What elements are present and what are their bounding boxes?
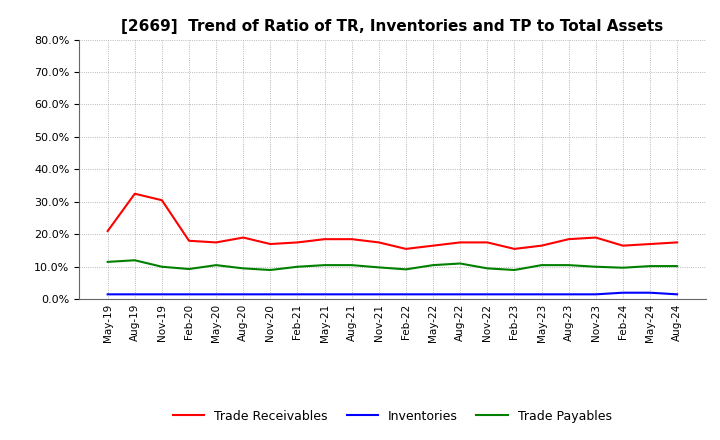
Inventories (510, 292, 518, 297)
Trade Payables (402, 267, 410, 272)
Trade Payables (564, 263, 573, 268)
Trade Receivables (618, 243, 627, 248)
Trade Payables (239, 266, 248, 271)
Trade Receivables (130, 191, 139, 196)
Inventories (320, 292, 329, 297)
Inventories (402, 292, 410, 297)
Trade Receivables (672, 240, 681, 245)
Inventories (428, 292, 437, 297)
Trade Payables (618, 265, 627, 270)
Trade Receivables (564, 237, 573, 242)
Inventories (483, 292, 492, 297)
Trade Receivables (456, 240, 464, 245)
Trade Receivables (428, 243, 437, 248)
Trade Payables (510, 268, 518, 273)
Inventories (591, 292, 600, 297)
Trade Payables (428, 263, 437, 268)
Trade Receivables (402, 246, 410, 252)
Title: [2669]  Trend of Ratio of TR, Inventories and TP to Total Assets: [2669] Trend of Ratio of TR, Inventories… (121, 19, 664, 34)
Trade Receivables (510, 246, 518, 252)
Trade Payables (591, 264, 600, 269)
Trade Payables (130, 258, 139, 263)
Line: Inventories: Inventories (108, 293, 677, 294)
Inventories (266, 292, 275, 297)
Inventories (104, 292, 112, 297)
Inventories (374, 292, 383, 297)
Trade Receivables (348, 237, 356, 242)
Trade Receivables (293, 240, 302, 245)
Trade Receivables (483, 240, 492, 245)
Inventories (618, 290, 627, 295)
Line: Trade Receivables: Trade Receivables (108, 194, 677, 249)
Inventories (564, 292, 573, 297)
Inventories (158, 292, 166, 297)
Trade Payables (185, 266, 194, 271)
Inventories (646, 290, 654, 295)
Trade Payables (672, 264, 681, 269)
Trade Receivables (266, 242, 275, 247)
Trade Receivables (104, 228, 112, 234)
Trade Receivables (537, 243, 546, 248)
Inventories (293, 292, 302, 297)
Trade Receivables (374, 240, 383, 245)
Trade Receivables (320, 237, 329, 242)
Trade Receivables (646, 242, 654, 247)
Line: Trade Payables: Trade Payables (108, 260, 677, 270)
Trade Receivables (239, 235, 248, 240)
Inventories (212, 292, 220, 297)
Trade Receivables (212, 240, 220, 245)
Inventories (185, 292, 194, 297)
Trade Payables (483, 266, 492, 271)
Inventories (456, 292, 464, 297)
Trade Payables (158, 264, 166, 269)
Trade Payables (104, 259, 112, 264)
Trade Payables (646, 264, 654, 269)
Inventories (239, 292, 248, 297)
Trade Receivables (185, 238, 194, 243)
Trade Payables (348, 263, 356, 268)
Trade Receivables (591, 235, 600, 240)
Inventories (537, 292, 546, 297)
Trade Payables (266, 268, 275, 273)
Trade Receivables (158, 198, 166, 203)
Inventories (348, 292, 356, 297)
Trade Payables (293, 264, 302, 269)
Legend: Trade Receivables, Inventories, Trade Payables: Trade Receivables, Inventories, Trade Pa… (168, 405, 617, 428)
Trade Payables (320, 263, 329, 268)
Trade Payables (456, 261, 464, 266)
Trade Payables (212, 263, 220, 268)
Trade Payables (374, 265, 383, 270)
Inventories (672, 292, 681, 297)
Inventories (130, 292, 139, 297)
Trade Payables (537, 263, 546, 268)
